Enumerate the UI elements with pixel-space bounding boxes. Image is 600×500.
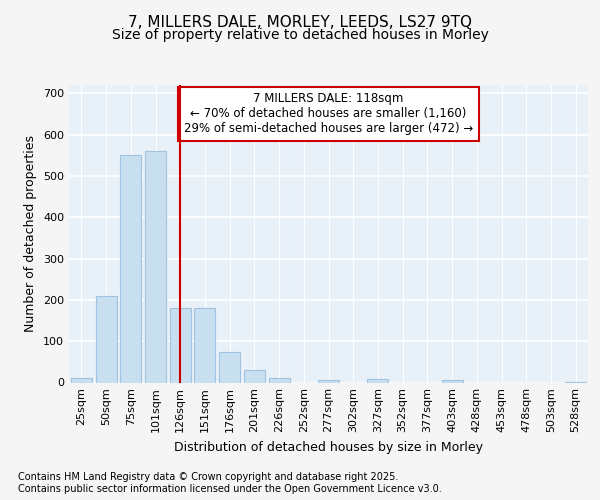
Text: Size of property relative to detached houses in Morley: Size of property relative to detached ho… [112,28,488,42]
Text: 7 MILLERS DALE: 118sqm
← 70% of detached houses are smaller (1,160)
29% of semi-: 7 MILLERS DALE: 118sqm ← 70% of detached… [184,92,473,136]
X-axis label: Distribution of detached houses by size in Morley: Distribution of detached houses by size … [174,441,483,454]
Bar [71,378,92,382]
Bar [442,380,463,382]
Bar [170,308,191,382]
Y-axis label: Number of detached properties: Number of detached properties [25,135,37,332]
Bar [219,352,240,382]
Bar [95,296,116,382]
Bar [318,380,339,382]
Bar [244,370,265,382]
Bar [269,378,290,382]
Bar [367,379,388,382]
Text: 7, MILLERS DALE, MORLEY, LEEDS, LS27 9TQ: 7, MILLERS DALE, MORLEY, LEEDS, LS27 9TQ [128,15,472,30]
Text: Contains HM Land Registry data © Crown copyright and database right 2025.: Contains HM Land Registry data © Crown c… [18,472,398,482]
Bar [145,151,166,382]
Bar [120,155,141,382]
Text: Contains public sector information licensed under the Open Government Licence v3: Contains public sector information licen… [18,484,442,494]
Bar [194,308,215,382]
